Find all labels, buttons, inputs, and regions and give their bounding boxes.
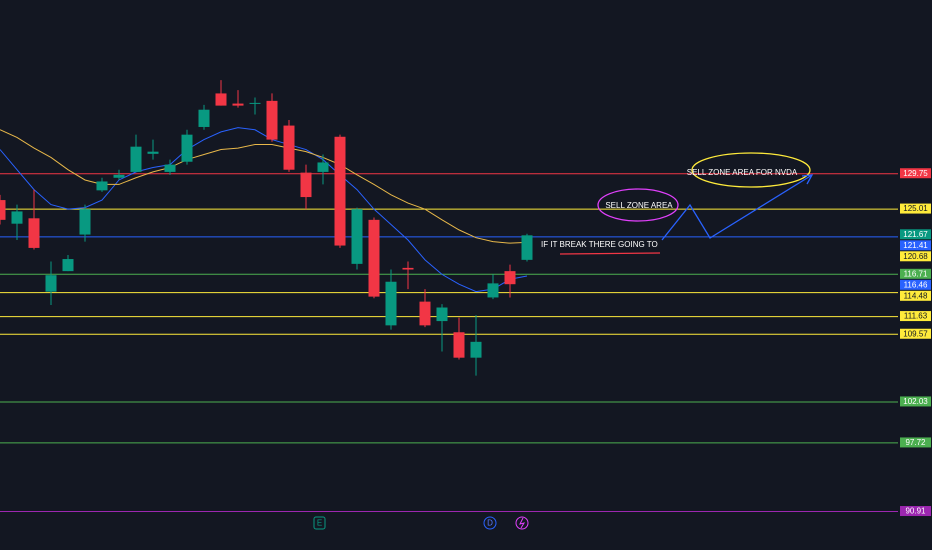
horizontal-lines <box>0 173 898 513</box>
candle-body <box>385 281 397 326</box>
price-label: 90.91 <box>905 507 926 516</box>
price-label-bg <box>900 240 931 251</box>
marker-label[interactable]: D <box>487 519 493 528</box>
candle-body <box>317 162 329 172</box>
lightning-icon <box>519 517 526 529</box>
price-label-bg <box>900 506 931 517</box>
price-label-bg <box>900 290 931 301</box>
price-label: 129.75 <box>903 169 928 178</box>
price-label: 114.48 <box>904 291 928 300</box>
price-label: 120.68 <box>903 252 928 261</box>
ellipse-drawing <box>597 188 679 222</box>
candle-body <box>283 125 295 170</box>
price-label: 97.72 <box>905 438 926 447</box>
price-label-bg <box>900 396 931 407</box>
marker-icon[interactable] <box>313 516 326 530</box>
moving-average-line <box>0 127 528 293</box>
candle-body <box>470 341 482 358</box>
marker-icon[interactable] <box>515 516 529 530</box>
candle-body <box>487 283 499 298</box>
candle-body <box>164 164 176 172</box>
price-label: 116.71 <box>904 269 928 278</box>
price-label-bg <box>900 203 931 214</box>
price-label: 111.63 <box>904 312 928 321</box>
candle-body <box>266 100 278 140</box>
candle-body <box>504 271 516 285</box>
candle-body <box>368 219 380 297</box>
candle-body <box>113 174 125 178</box>
price-label-bg <box>900 168 931 179</box>
candles <box>0 80 533 376</box>
candle-body <box>198 109 210 127</box>
annotation: SELL ZONE AREA FOR NVDA <box>687 168 798 177</box>
candle-body <box>11 211 23 224</box>
candle-body <box>45 275 57 292</box>
price-label: 109.57 <box>903 329 928 338</box>
arrow-head <box>801 174 814 185</box>
candle-body <box>232 103 244 106</box>
candle-body <box>249 102 261 104</box>
candle-body <box>181 134 193 162</box>
annotation: IF IT BREAK THERE GOING TO <box>541 240 658 249</box>
candle-body <box>130 146 142 172</box>
candle-body <box>453 332 465 358</box>
candle-body <box>419 301 431 326</box>
candle-body <box>215 93 227 106</box>
moving-averages <box>0 127 528 293</box>
candle-body <box>62 259 74 272</box>
price-label: 102.03 <box>903 397 928 406</box>
price-label-bg <box>900 251 931 262</box>
candle-body <box>147 151 159 154</box>
candle-body <box>521 235 533 260</box>
path-drawing <box>661 174 813 241</box>
marker-icon[interactable] <box>483 516 497 530</box>
candle-body <box>436 307 448 322</box>
ellipse-drawing <box>691 152 811 188</box>
candle-body <box>300 172 312 198</box>
price-label: 121.67 <box>903 230 928 239</box>
candle-body <box>334 136 346 246</box>
candle-body <box>0 200 6 220</box>
price-label: 121.41 <box>903 241 928 250</box>
price-label: 125.01 <box>903 204 928 213</box>
candle-body <box>96 181 108 191</box>
price-label-bg <box>900 437 931 448</box>
candle-body <box>402 267 414 270</box>
candle-body <box>351 209 363 264</box>
price-label-bg <box>900 311 931 322</box>
price-labels: 129.75 125.01 121.67 121.41 120.68 116.71 116.… <box>900 168 931 517</box>
candle-body <box>28 218 40 248</box>
price-label-bg <box>900 229 931 240</box>
price-label: 116.46 <box>904 280 928 289</box>
price-label-bg <box>900 279 931 290</box>
marker-label[interactable]: E <box>317 519 322 528</box>
price-label-bg <box>900 328 931 339</box>
price-label-bg <box>900 268 931 279</box>
moving-average-line <box>0 129 528 244</box>
underline <box>559 252 661 255</box>
annotation: SELL ZONE AREA <box>605 201 673 210</box>
candle-body <box>79 209 91 235</box>
